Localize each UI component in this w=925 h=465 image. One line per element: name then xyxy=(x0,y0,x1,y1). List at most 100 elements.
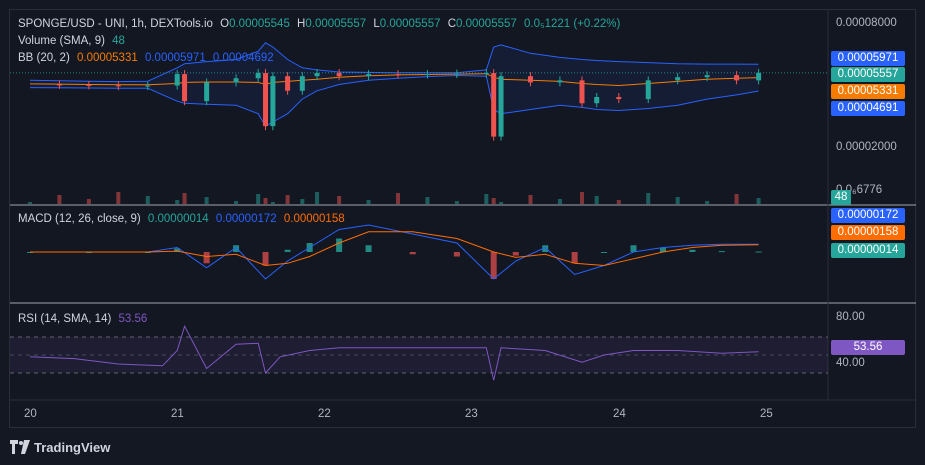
candle-body xyxy=(56,84,62,86)
volume-label: Volume (SMA, 9) xyxy=(18,35,105,47)
candle-body xyxy=(424,74,430,76)
macd-histogram-bar xyxy=(571,252,578,264)
candle-body xyxy=(491,73,497,137)
volume-bar xyxy=(285,195,290,204)
open-value: 0.00005545 xyxy=(229,18,290,30)
volume-bar xyxy=(499,202,504,204)
candle-body xyxy=(233,78,239,83)
candle-body xyxy=(115,85,121,87)
high-value: 0.00005557 xyxy=(305,18,367,30)
bb-lower-badge: 0.00004691 xyxy=(831,101,905,116)
candle-body xyxy=(145,85,151,87)
macd-histogram-bar xyxy=(490,252,497,279)
bb-label: BB (20, 2) xyxy=(18,52,70,64)
candle-body xyxy=(204,82,210,102)
candle-body xyxy=(645,80,651,100)
symbol-label[interactable]: SPONGE/USD - UNI, 1h, DEXTools.io xyxy=(18,18,213,30)
macd-histogram-bar xyxy=(689,249,696,252)
volume-bar xyxy=(646,193,651,204)
macd-histogram-bar xyxy=(336,238,343,252)
volume-bar xyxy=(145,196,150,204)
volume-legend[interactable]: Volume (SMA, 9) 48 xyxy=(18,34,129,49)
macd-hist-value: 0.00000014 xyxy=(147,213,209,225)
macd-legend[interactable]: MACD (12, 26, close, 9) 0.00000014 0.000… xyxy=(18,212,349,227)
volume-bar xyxy=(756,198,761,204)
rsi-tick-80: 80.00 xyxy=(836,311,865,323)
volume-bar xyxy=(396,193,400,204)
volume-bar xyxy=(204,197,209,204)
x-tick-22: 22 xyxy=(318,408,331,420)
bb-lower-value: 0.00004692 xyxy=(212,52,274,64)
price-tick-2: 0.00002000 xyxy=(836,141,897,153)
brand-name: TradingView xyxy=(34,439,111,455)
volume-bar xyxy=(491,198,496,204)
volume-bar xyxy=(315,192,320,204)
volume-bar xyxy=(263,198,268,204)
macd-histogram-bar xyxy=(512,252,519,256)
bb-band-fill xyxy=(30,42,759,127)
volume-bar xyxy=(270,202,275,204)
tradingview-brand[interactable]: TradingView xyxy=(10,437,110,457)
candle-body xyxy=(454,73,460,75)
rsi-line xyxy=(29,324,759,381)
candle-body xyxy=(756,72,762,81)
volume-bar xyxy=(57,195,62,204)
candle-body xyxy=(366,74,372,77)
volume-bar xyxy=(557,199,562,204)
macd-histogram-bar xyxy=(262,252,269,266)
candle-body xyxy=(255,73,261,79)
bb-upper-badge: 0.00005971 xyxy=(831,51,905,66)
price-tick-1: 0.00008000 xyxy=(836,17,897,29)
rsi-legend[interactable]: RSI (14, SMA, 14) 53.56 xyxy=(18,312,151,327)
macd-signal-value: 0.00000158 xyxy=(283,213,345,225)
volume-bar xyxy=(734,194,739,204)
volume-bar xyxy=(594,196,599,204)
x-tick-23: 23 xyxy=(465,408,478,420)
macd-histogram-bar xyxy=(284,249,291,252)
volume-bar xyxy=(528,195,533,204)
volume-bar xyxy=(256,194,261,204)
macd-value: 0.00000172 xyxy=(215,213,277,225)
rsi-badge: 53.56 xyxy=(831,340,905,355)
volume-bar xyxy=(28,202,32,204)
x-tick-24: 24 xyxy=(613,408,626,420)
volume-value: 48 xyxy=(112,35,125,47)
candle-body xyxy=(579,80,585,104)
candle-body xyxy=(182,74,188,102)
rsi-value: 53.56 xyxy=(118,313,148,325)
volume-bar xyxy=(675,197,680,204)
candle-body xyxy=(395,74,401,76)
close-label: C xyxy=(447,18,457,30)
macd-histogram-bar xyxy=(542,245,549,252)
macd-histogram-bar xyxy=(755,251,762,253)
volume-bar xyxy=(337,196,342,204)
bb-legend[interactable]: BB (20, 2) 0.00005331 0.00005971 0.00004… xyxy=(18,51,278,66)
candle-body xyxy=(704,75,710,78)
candle-body xyxy=(498,76,504,137)
bb-lower-line xyxy=(29,74,759,127)
candle-body xyxy=(594,97,600,104)
main-legend: SPONGE/USD - UNI, 1h, DEXTools.io O0.000… xyxy=(18,17,624,32)
volume-bar xyxy=(705,201,710,204)
candle-body xyxy=(174,74,180,86)
volume-bar xyxy=(425,197,430,204)
candle-body xyxy=(86,84,92,86)
x-tick-25: 25 xyxy=(760,408,773,420)
last-price-badge: 0.00005557 xyxy=(831,67,905,82)
bb-basis-badge: 0.00005331 xyxy=(831,84,905,99)
macd-histogram-bar xyxy=(630,245,637,252)
volume-bar xyxy=(484,194,489,204)
low-value: 0.00005557 xyxy=(379,18,441,30)
open-label: O xyxy=(220,18,230,30)
volume-bar xyxy=(234,201,239,204)
macd-histogram-bar xyxy=(718,251,725,253)
x-tick-21: 21 xyxy=(171,408,184,420)
low-label: L xyxy=(373,18,380,30)
candle-body xyxy=(527,76,533,83)
candle-body xyxy=(299,76,305,91)
bb-upper-value: 0.00005971 xyxy=(144,52,206,64)
macd-histogram-bar xyxy=(174,248,181,252)
candle-body xyxy=(557,80,563,83)
candle-body xyxy=(285,76,291,91)
